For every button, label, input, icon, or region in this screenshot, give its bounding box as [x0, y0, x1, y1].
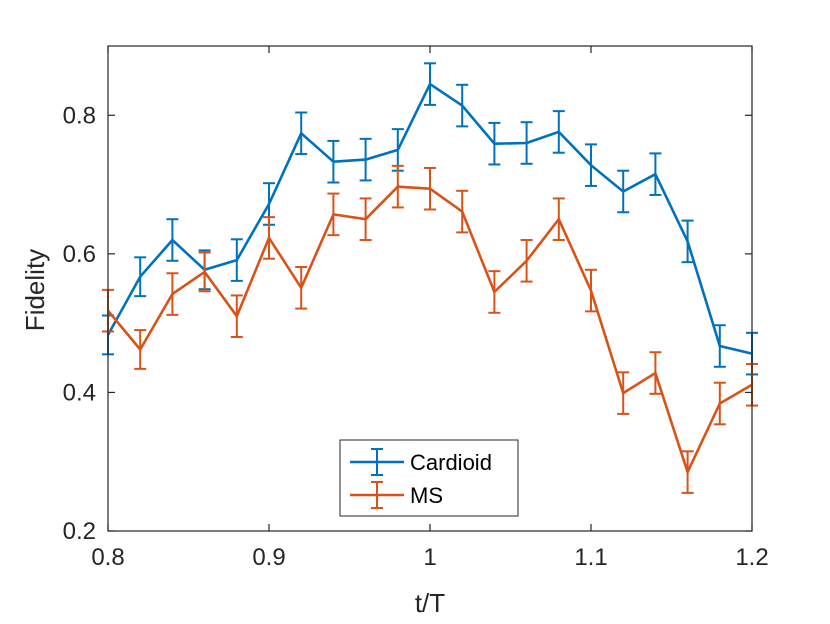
- x-tick-label: 0.8: [91, 544, 124, 571]
- error-bar-ms: [263, 216, 275, 260]
- y-tick-label: 0.2: [63, 518, 96, 545]
- error-bar-ms: [649, 351, 662, 395]
- y-tick-label: 0.8: [63, 102, 96, 129]
- legend: Cardioid MS: [339, 439, 519, 517]
- x-tick-label: 1: [423, 544, 436, 571]
- error-bar-cardioid: [552, 110, 565, 154]
- error-bar-ms: [359, 197, 372, 241]
- legend-label-cardioid: Cardioid: [410, 450, 492, 475]
- error-bar-cardioid: [424, 62, 436, 106]
- error-bar-ms: [456, 189, 469, 234]
- error-bar-ms: [327, 192, 340, 237]
- legend-symbol-ms: [350, 481, 404, 509]
- error-bar-cardioid: [713, 324, 726, 368]
- error-bar-cardioid: [295, 111, 308, 156]
- x-tick-label: 1.1: [574, 544, 607, 571]
- y-tick-label: 0.6: [63, 241, 96, 268]
- error-bar-ms: [520, 239, 533, 283]
- series-cardioid: [102, 62, 758, 376]
- axis-ticks: 0.8 0.9 1 1.1 1.2 0.2 0.4 0.6 0.8: [63, 46, 769, 571]
- error-bar-cardioid: [359, 137, 372, 182]
- error-bar-cardioid: [456, 83, 469, 128]
- error-bar-ms: [391, 164, 404, 209]
- error-bar-cardioid: [617, 169, 630, 214]
- y-tick-label: 0.4: [63, 379, 96, 406]
- error-bar-cardioid: [134, 256, 147, 298]
- error-bar-ms: [617, 371, 630, 415]
- error-bar-ms: [488, 270, 501, 314]
- error-bar-ms: [230, 294, 243, 338]
- error-bar-ms: [552, 197, 565, 241]
- error-bar-ms: [166, 272, 179, 316]
- error-bar-ms: [713, 381, 726, 426]
- error-bar-cardioid: [327, 139, 340, 184]
- x-tick-label: 0.9: [252, 544, 285, 571]
- error-bar-ms: [295, 266, 308, 310]
- error-bar-cardioid: [166, 218, 179, 262]
- legend-label-ms: MS: [410, 483, 443, 508]
- error-bar-ms: [198, 251, 211, 293]
- x-tick-label: 1.2: [735, 544, 768, 571]
- y-axis-label: Fidelity: [20, 249, 50, 331]
- error-bar-ms: [681, 450, 694, 494]
- error-bar-cardioid: [585, 143, 597, 187]
- error-bar-ms: [424, 166, 436, 211]
- legend-symbol-cardioid: [350, 448, 404, 476]
- error-bar-ms: [134, 329, 147, 370]
- error-bar-cardioid: [681, 219, 694, 264]
- legend-box: [339, 439, 519, 517]
- error-bar-cardioid: [649, 152, 662, 196]
- error-bar-cardioid: [488, 121, 501, 166]
- error-bar-ms: [585, 268, 597, 313]
- x-axis-label: t/T: [415, 588, 445, 618]
- error-bar-cardioid: [520, 121, 533, 165]
- error-bar-cardioid: [230, 238, 243, 282]
